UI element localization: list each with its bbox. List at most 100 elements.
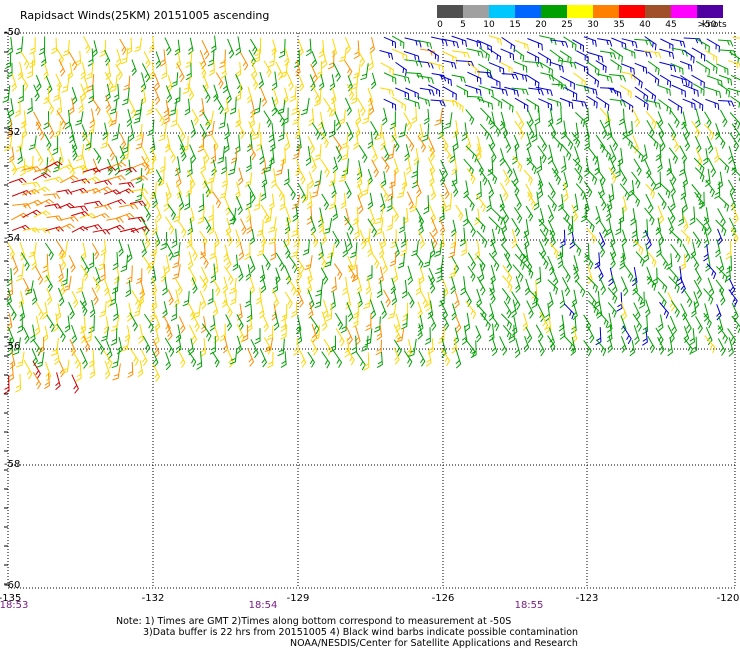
wind-barb xyxy=(405,87,420,100)
wind-barb xyxy=(391,204,399,222)
wind-barb xyxy=(328,170,336,187)
wind-barb xyxy=(631,171,641,189)
wind-barb xyxy=(476,136,482,156)
wind-barb xyxy=(40,50,47,67)
wind-barb xyxy=(400,240,408,257)
wind-barb xyxy=(250,73,259,91)
wind-barb xyxy=(138,288,144,306)
wind-barb xyxy=(488,252,500,272)
wind-barb xyxy=(310,155,317,173)
wind-barb xyxy=(407,265,414,285)
wind-barb xyxy=(347,265,356,283)
wind-barb xyxy=(260,230,267,247)
wind-barb xyxy=(491,207,504,225)
wind-barb xyxy=(305,146,312,166)
wind-barb xyxy=(670,74,688,86)
wind-barb xyxy=(57,164,75,171)
wind-barb xyxy=(514,120,525,140)
wind-barb xyxy=(107,198,127,206)
wind-barb xyxy=(126,244,133,263)
wind-barb xyxy=(514,39,529,51)
wind-barb xyxy=(622,119,628,140)
wind-barb xyxy=(80,256,90,276)
wind-barb xyxy=(511,217,521,237)
wind-barb xyxy=(275,61,284,81)
wind-barb xyxy=(177,219,187,238)
wind-barb xyxy=(575,183,586,200)
wind-barb xyxy=(246,86,253,104)
wind-barb xyxy=(679,60,693,72)
wind-barb xyxy=(704,86,722,98)
wind-barb xyxy=(670,62,684,75)
wind-barb xyxy=(118,203,139,210)
wind-barb xyxy=(439,169,446,186)
wind-barb xyxy=(365,313,372,332)
wind-barb xyxy=(340,192,347,209)
wind-barb xyxy=(390,277,396,295)
wind-barb xyxy=(490,95,503,109)
wind-barb xyxy=(549,49,564,66)
wind-barb xyxy=(608,167,617,184)
wind-barb xyxy=(406,339,413,357)
wind-barb xyxy=(221,291,228,308)
wind-barb xyxy=(200,171,208,189)
wind-barb xyxy=(489,287,496,304)
wind-barb xyxy=(190,119,197,138)
wind-barb xyxy=(357,194,364,215)
wind-barb xyxy=(478,85,494,97)
wind-barb xyxy=(692,83,705,96)
wind-barb xyxy=(526,300,534,319)
wind-barb xyxy=(391,96,407,112)
wind-barb xyxy=(36,198,55,207)
wind-barb xyxy=(283,87,289,105)
wind-barb xyxy=(224,265,234,285)
wind-barb xyxy=(208,60,215,76)
wind-barb xyxy=(659,61,677,72)
lon-label: -129 xyxy=(286,593,310,604)
wind-barb xyxy=(140,86,147,106)
wind-barb xyxy=(683,49,695,64)
wind-barb xyxy=(651,267,658,286)
wind-barb xyxy=(242,324,249,342)
wind-barb xyxy=(92,40,98,58)
wind-barb xyxy=(475,194,486,212)
wind-barb xyxy=(631,107,641,128)
wind-barb xyxy=(104,49,111,66)
wind-barb xyxy=(192,313,200,332)
wind-barb xyxy=(525,74,540,89)
wind-barb xyxy=(69,205,89,212)
wind-barb xyxy=(103,350,113,369)
wind-barb xyxy=(345,326,353,345)
wind-barb xyxy=(620,85,632,99)
wind-barb xyxy=(355,121,361,138)
wind-barb xyxy=(706,75,723,87)
wind-barb xyxy=(395,327,405,343)
wind-barb xyxy=(260,204,270,223)
wind-barb xyxy=(229,348,238,365)
wind-barb xyxy=(698,191,705,209)
wind-barb xyxy=(289,85,297,102)
wind-barb xyxy=(203,216,212,234)
wind-barb xyxy=(182,291,190,307)
wind-barb xyxy=(71,86,78,105)
wind-barb xyxy=(689,328,695,346)
wind-barb xyxy=(695,37,710,53)
wind-barb xyxy=(339,167,348,183)
wind-barb xyxy=(386,144,395,160)
wind-barb xyxy=(119,38,127,55)
wind-barb xyxy=(344,97,352,116)
wind-barb xyxy=(330,291,336,310)
wind-barb xyxy=(214,231,220,248)
wind-barb xyxy=(501,288,511,305)
wind-barb xyxy=(109,287,117,306)
wind-barb xyxy=(158,122,167,142)
wind-barb xyxy=(305,38,312,57)
wind-barb xyxy=(328,193,337,210)
wind-barb xyxy=(633,302,641,321)
wind-barb xyxy=(58,253,67,271)
wind-barb xyxy=(332,349,343,368)
wind-barb xyxy=(380,300,387,319)
wind-barb xyxy=(609,144,617,164)
wind-barb xyxy=(369,299,377,320)
wind-barb xyxy=(621,71,636,81)
